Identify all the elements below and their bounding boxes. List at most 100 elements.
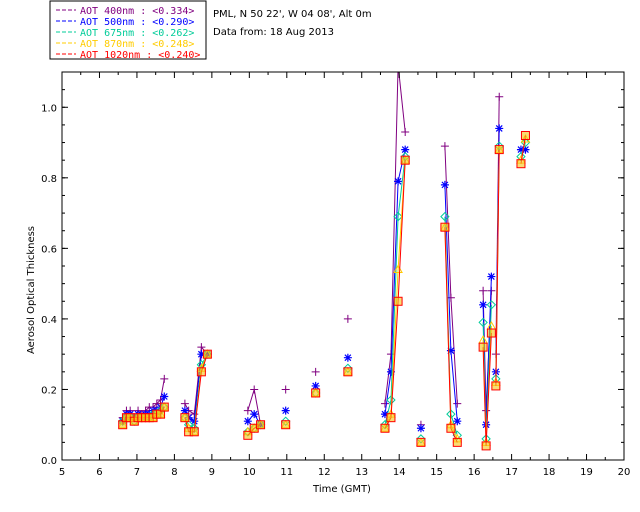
data-point — [478, 317, 488, 328]
data-point — [440, 180, 449, 189]
data-point — [416, 437, 426, 447]
y-tick-label: 1.0 — [41, 103, 57, 114]
data-point — [516, 145, 525, 154]
data-point — [495, 92, 504, 101]
data-point — [196, 367, 206, 377]
data-point — [386, 395, 396, 405]
data-point — [160, 374, 169, 383]
data-point — [311, 367, 320, 376]
data-point — [202, 349, 212, 359]
legend-label: AOT 870nm : <0.248> — [80, 39, 194, 50]
legend-box — [49, 0, 207, 60]
legend-label: AOT 675nm : <0.262> — [80, 28, 194, 39]
data-point — [180, 406, 189, 415]
data-point — [343, 353, 352, 362]
data-point — [386, 413, 396, 423]
data-point — [440, 222, 450, 232]
y-tick-label: 0.4 — [41, 315, 57, 326]
series-line — [384, 72, 406, 404]
data-point — [401, 127, 410, 136]
data-point — [197, 343, 206, 352]
data-point — [486, 300, 497, 310]
data-point — [256, 420, 266, 430]
data-point — [380, 399, 389, 408]
data-point — [180, 399, 189, 408]
data-point — [516, 159, 526, 169]
series-4 — [117, 134, 531, 446]
data-point — [416, 424, 425, 433]
data-point — [394, 61, 402, 69]
legend: AOT 400nm : <0.334>AOT 500nm : <0.290>AO… — [56, 6, 200, 61]
legend-label: AOT 1020nm : <0.240> — [80, 50, 200, 61]
data-point — [494, 145, 504, 155]
plot-frame — [61, 71, 625, 461]
data-point — [189, 427, 199, 437]
data-point — [243, 406, 252, 415]
y-tick-label: 0.0 — [41, 456, 57, 467]
data-point — [393, 296, 403, 306]
plot-area — [117, 61, 531, 451]
x-tick-label: 12 — [318, 467, 331, 478]
data-point — [440, 211, 450, 222]
data-point — [159, 402, 169, 412]
y-tick-label: 0.2 — [41, 385, 57, 396]
data-point — [393, 211, 403, 222]
x-tick-label: 15 — [430, 467, 443, 478]
data-point — [521, 145, 530, 154]
data-point — [440, 142, 449, 151]
data-point — [281, 406, 290, 415]
data-point — [446, 346, 455, 355]
data-point — [160, 392, 169, 401]
x-tick-label: 11 — [280, 467, 293, 478]
series-line — [495, 149, 500, 386]
x-tick-label: 8 — [171, 467, 177, 478]
y-tick-label: 0.6 — [41, 244, 57, 255]
data-point — [180, 413, 190, 423]
x-tick-label: 6 — [96, 467, 102, 478]
data-point — [520, 137, 531, 148]
location-text: PML, N 50 22', W 04 08', Alt 0m — [213, 9, 372, 20]
x-tick-label: 18 — [543, 467, 556, 478]
x-tick-label: 17 — [505, 467, 518, 478]
series-line — [384, 149, 406, 415]
data-point — [486, 328, 496, 338]
legend-label: AOT 500nm : <0.290> — [80, 17, 194, 28]
data-point — [479, 300, 488, 309]
data-point — [311, 381, 320, 390]
data-point — [452, 437, 462, 447]
data-point — [495, 124, 504, 133]
x-tick-label: 16 — [468, 467, 481, 478]
data-point — [250, 385, 259, 394]
x-tick-label: 9 — [209, 467, 215, 478]
x-tick-label: 13 — [355, 467, 368, 478]
data-point — [343, 314, 352, 323]
x-tick-label: 19 — [580, 467, 593, 478]
data-point — [453, 417, 462, 426]
data-point — [453, 399, 462, 408]
x-tick-label: 14 — [393, 467, 406, 478]
series-5 — [118, 130, 530, 451]
y-tick-label: 0.8 — [41, 174, 57, 185]
x-tick-label: 7 — [134, 467, 140, 478]
data-point — [478, 342, 488, 352]
x-tick-label: 5 — [59, 467, 65, 478]
data-point — [446, 423, 456, 433]
data-point — [190, 417, 199, 426]
series-line — [384, 156, 406, 425]
data-point — [394, 177, 403, 186]
date-text: Data from: 18 Aug 2013 — [213, 27, 334, 38]
data-point — [343, 367, 353, 377]
data-point — [520, 130, 530, 140]
data-point — [197, 350, 206, 359]
data-point — [250, 410, 259, 419]
data-point — [386, 367, 395, 376]
x-tick-label: 20 — [618, 467, 631, 478]
x-tick-label: 10 — [243, 467, 256, 478]
axes: 5 6 7 8 9 10 11 12 13 14 15 16 17 18 19 20 0.0 0.2 0.4 0.6 0… — [41, 71, 631, 478]
y-axis-title: Aerosol Optical Thickness — [26, 226, 37, 354]
data-point — [281, 385, 290, 394]
data-point — [190, 410, 199, 419]
data-point — [401, 145, 410, 154]
data-point — [446, 293, 455, 302]
